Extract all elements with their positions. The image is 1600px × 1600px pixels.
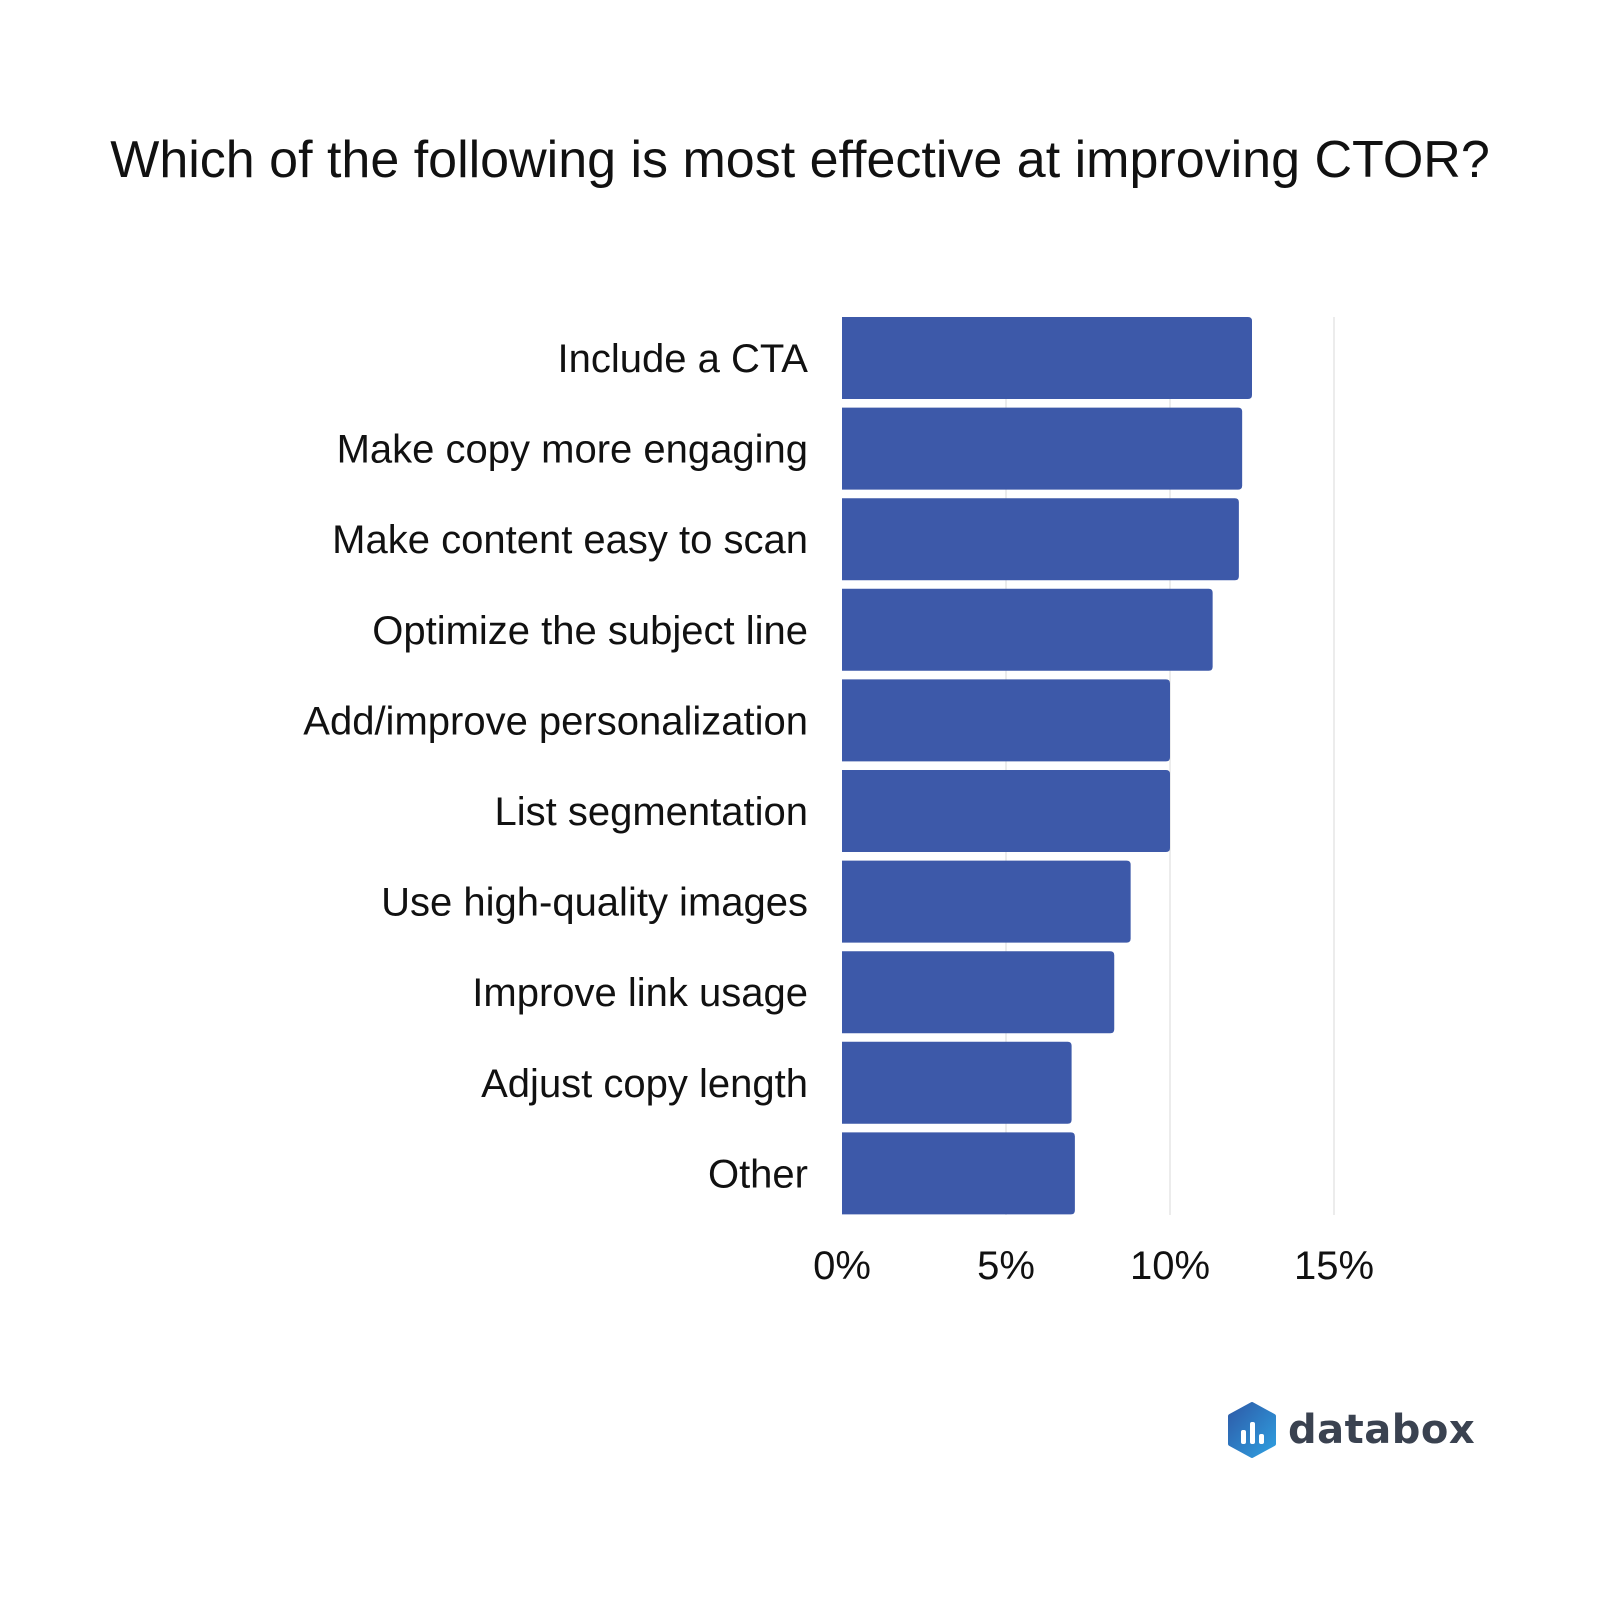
- chart-title: Which of the following is most effective…: [110, 131, 1490, 189]
- x-tick-label: 0%: [813, 1244, 871, 1288]
- bar: [842, 860, 1131, 943]
- category-labels: Include a CTA Make copy more engaging Make…: [303, 337, 808, 1196]
- bar: [842, 588, 1213, 671]
- bar: [842, 317, 1252, 399]
- brand-name: databox: [1288, 1407, 1476, 1453]
- bar: [842, 679, 1170, 762]
- bar: [842, 498, 1239, 581]
- category-label: Include a CTA: [558, 337, 809, 381]
- category-label: Optimize the subject line: [372, 609, 808, 653]
- bars: [842, 317, 1252, 1215]
- x-tick-label: 10%: [1130, 1244, 1210, 1288]
- category-label: List segmentation: [494, 790, 808, 834]
- bar: [842, 951, 1115, 1034]
- bar: [842, 1132, 1075, 1215]
- bar: [842, 407, 1243, 490]
- category-label: Other: [708, 1152, 808, 1196]
- bar: [842, 1041, 1072, 1124]
- x-tick-label: 15%: [1294, 1244, 1374, 1288]
- category-label: Make copy more engaging: [337, 428, 808, 472]
- bar: [842, 770, 1170, 852]
- databox-logo-icon: [1228, 1402, 1276, 1458]
- category-label: Improve link usage: [472, 971, 808, 1015]
- x-axis-ticks: 0% 5% 10% 15%: [813, 1244, 1374, 1288]
- x-tick-label: 5%: [977, 1244, 1035, 1288]
- category-label: Use high-quality images: [381, 881, 808, 925]
- category-label: Adjust copy length: [481, 1062, 808, 1106]
- category-label: Add/improve personalization: [303, 699, 808, 743]
- brand-logo: databox: [1226, 1400, 1475, 1460]
- category-label: Make content easy to scan: [332, 518, 808, 562]
